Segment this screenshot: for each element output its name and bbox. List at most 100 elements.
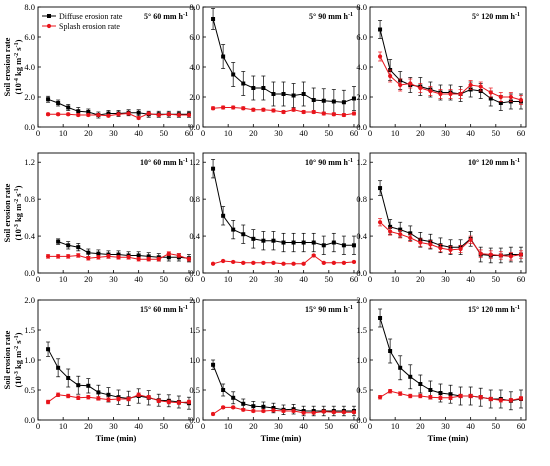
- data-point: [408, 374, 413, 379]
- data-point: [428, 88, 433, 94]
- y-tick-label: 4.0: [189, 62, 200, 72]
- y-tick-label: 0.0: [189, 268, 200, 278]
- y-tick-label: 6.0: [24, 32, 35, 42]
- data-point: [106, 254, 111, 259]
- data-point: [76, 395, 81, 400]
- x-tick-label: 10: [391, 274, 400, 284]
- x-tick-label: 0: [36, 128, 40, 138]
- panel-8: 0 10 20 30 40 50 60 0.0 0.5 1.0 1.5 2.0 15° 120 mm h…: [356, 295, 527, 443]
- x-tick-label: 60: [350, 421, 359, 431]
- data-point: [45, 254, 51, 259]
- panel-title: 10° 60 mm h-1: [140, 158, 188, 167]
- data-point: [231, 105, 236, 110]
- data-point: [241, 260, 246, 265]
- data-point: [291, 240, 296, 245]
- data-point: [56, 254, 61, 259]
- panel-title: 15° 120 mm h-1: [468, 305, 520, 314]
- data-point: [221, 54, 226, 59]
- data-point: [281, 261, 286, 266]
- data-point: [398, 232, 403, 237]
- data-point: [418, 240, 423, 245]
- data-point: [478, 251, 483, 256]
- data-point: [498, 94, 503, 100]
- x-tick-label: 30: [441, 274, 450, 284]
- x-tick-label: 40: [466, 421, 475, 431]
- data-point: [231, 72, 236, 77]
- data-point: [176, 253, 182, 258]
- data-point: [221, 388, 226, 392]
- data-point: [176, 400, 182, 405]
- y-tick-label: 0.5: [189, 385, 200, 395]
- data-point: [66, 243, 71, 248]
- panel-frame: [202, 152, 360, 274]
- x-tick-label: 50: [160, 274, 169, 284]
- x-tick-label: 40: [134, 128, 143, 138]
- data-point: [351, 243, 356, 248]
- y-tick-label: 1.5: [356, 325, 367, 335]
- x-tick-label: 0: [201, 421, 205, 431]
- data-point: [301, 109, 306, 115]
- data-point: [478, 395, 483, 400]
- panel-title: 15° 60 mm h-1: [140, 305, 188, 314]
- data-point: [261, 86, 266, 90]
- series-splash: [45, 392, 192, 405]
- data-point: [251, 86, 256, 90]
- data-point: [46, 347, 51, 352]
- data-point: [388, 73, 393, 79]
- y-tick-label: 4.0: [24, 62, 35, 72]
- data-point: [86, 256, 91, 261]
- data-point: [186, 112, 192, 118]
- data-point: [291, 107, 296, 112]
- data-point: [261, 260, 266, 265]
- data-point: [468, 82, 473, 88]
- data-point: [478, 84, 483, 89]
- x-tick-label: 20: [416, 274, 425, 284]
- data-point: [388, 349, 393, 353]
- data-point: [398, 227, 403, 232]
- x-tick-label: 60: [517, 274, 526, 284]
- data-point: [468, 393, 473, 399]
- y-tick-label: 1.2: [189, 157, 200, 167]
- data-point: [321, 409, 326, 414]
- legend-marker: [46, 23, 52, 29]
- data-point: [45, 399, 51, 405]
- x-tick-label: 10: [391, 421, 400, 431]
- series-splash: [377, 218, 524, 261]
- x-tick-label: 20: [416, 421, 425, 431]
- data-point: [341, 112, 347, 118]
- panel-title: 10° 120 mm h-1: [468, 158, 520, 167]
- data-point: [186, 257, 192, 262]
- data-point: [281, 109, 286, 115]
- x-axis-title: Time (min): [261, 433, 302, 443]
- x-tick-label: 40: [299, 128, 308, 138]
- y-tick-label: 0.4: [356, 231, 367, 241]
- y-tick-label: 0.0: [24, 415, 35, 425]
- x-tick-label: 20: [84, 421, 93, 431]
- data-point: [126, 255, 131, 260]
- data-point: [388, 224, 393, 229]
- data-point: [261, 404, 266, 409]
- series-diffuse: [211, 159, 356, 255]
- data-point: [331, 99, 336, 104]
- data-point: [136, 110, 141, 115]
- data-point: [251, 408, 256, 414]
- x-tick-label: 50: [492, 274, 501, 284]
- panel-6: 0 10 20 30 40 50 60 0.0 0.5 1.0 1.5 2.0 15° 60 mm h-…: [24, 295, 195, 443]
- y-tick-label: 0.0: [189, 415, 200, 425]
- x-tick-label: 10: [224, 274, 233, 284]
- data-point: [448, 247, 453, 253]
- x-tick-label: 60: [185, 128, 194, 138]
- data-point: [281, 240, 286, 245]
- data-point: [96, 251, 101, 256]
- data-point: [341, 243, 346, 248]
- panel-3: 0 10 20 30 40 50 60 0.0 0.4 0.8 1.2 10° 60 mm h-1: [24, 152, 195, 284]
- x-tick-label: 0: [36, 421, 40, 431]
- y-tick-label: 0.8: [24, 194, 35, 204]
- data-point: [428, 395, 433, 400]
- data-point: [271, 408, 276, 413]
- data-point: [66, 393, 71, 399]
- data-point: [76, 253, 81, 258]
- panel-1: 0 10 20 30 40 50 60 0.0 2.0 4.0 6.0 8.0 5° 90 mm h-1: [189, 2, 360, 138]
- data-point: [136, 392, 141, 397]
- y-axis-title: Soil erosion rate: [2, 183, 12, 242]
